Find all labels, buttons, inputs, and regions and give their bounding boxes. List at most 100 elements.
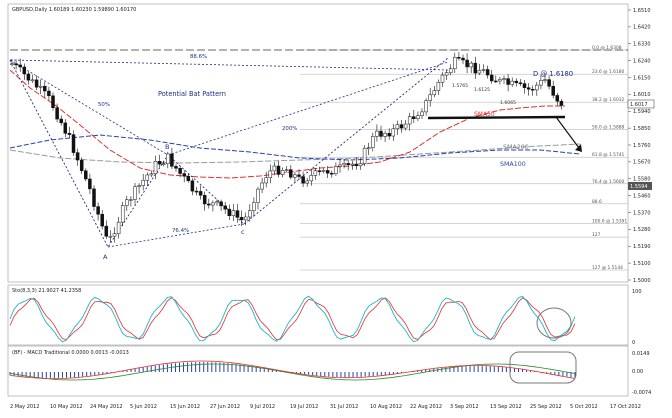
candle-body <box>243 216 248 221</box>
candle-body <box>432 90 437 96</box>
price-axis-label: 1.6150 <box>633 75 651 81</box>
date-axis-label: 5 Jun 2012 <box>130 404 157 410</box>
macd-main-line <box>9 360 576 380</box>
stochastic-signal-line <box>9 297 576 341</box>
candle-body <box>133 186 137 200</box>
sma200-label: SMA200 <box>503 144 529 151</box>
point-b-label: B <box>165 143 169 151</box>
candle-body <box>428 94 432 101</box>
candle-body <box>174 166 178 169</box>
point-d-label: D @ 1.6180 <box>533 70 573 78</box>
candle-body <box>137 185 141 187</box>
candle-body <box>47 90 51 97</box>
candle-body <box>231 210 236 216</box>
candle-body <box>494 80 498 83</box>
candle-body <box>387 133 391 137</box>
candle-body <box>526 87 531 90</box>
date-axis-label: 10 Aug 2012 <box>370 404 402 410</box>
candle-body <box>395 124 400 130</box>
candle-body <box>96 206 100 215</box>
candle-body <box>88 178 92 190</box>
date-axis-label: 13 Sep 2012 <box>490 404 522 410</box>
candle-body <box>235 210 240 218</box>
price-axis-label: 1.5000 <box>633 278 651 284</box>
candle-body <box>473 62 478 74</box>
date-axis: 2 May 2012 10 May 2012 24 May 2012 5 Jun 20… <box>10 404 641 410</box>
stochastic-frame <box>7 284 629 346</box>
fib-label: 127 <box>592 232 601 238</box>
fib-label: 50.0 @ 1.5888 <box>592 124 625 130</box>
candle-body <box>514 80 519 84</box>
candle-body <box>104 225 109 237</box>
candle-body <box>477 70 482 74</box>
candle-body <box>268 170 273 178</box>
macd-signal-line <box>9 363 576 381</box>
candle-body <box>207 203 211 206</box>
price-axis-label: 1.5280 <box>633 227 651 233</box>
candle-body <box>522 83 527 88</box>
candle-body <box>125 199 129 206</box>
candle-body <box>71 134 76 153</box>
candle-body <box>412 116 416 119</box>
candle-body <box>448 68 453 74</box>
date-axis-label: 15 Jun 2012 <box>170 404 200 410</box>
pct-200-label: 200% <box>282 126 297 132</box>
candle-body <box>559 100 564 106</box>
candle-body <box>51 95 55 108</box>
price-label-1: 1.5765 <box>452 83 468 89</box>
stochastic-scale-bottom: 0 <box>632 340 635 346</box>
candle-body <box>354 163 359 167</box>
candle-body <box>498 79 502 82</box>
date-axis-label: 31 Jul 2012 <box>330 404 358 410</box>
fib-label: 100.0 @ 1.5391 <box>592 218 627 224</box>
pattern-title: Potential Bat Pattern <box>158 90 226 98</box>
candle-body <box>510 80 514 85</box>
candle-body <box>391 128 396 137</box>
candle-body <box>403 123 408 129</box>
price-axis-label: 1.6330 <box>633 42 651 48</box>
candle-body <box>202 195 207 205</box>
candle-body <box>502 78 506 80</box>
candle-body <box>338 164 342 167</box>
candle-body <box>59 118 63 124</box>
candle-body <box>481 69 486 71</box>
candle-body <box>453 56 457 70</box>
candle-body <box>10 63 14 65</box>
date-axis-label: 5 Oct 2012 <box>570 404 598 410</box>
price-label-3: 1.6065 <box>500 100 516 106</box>
candle-body <box>26 73 31 81</box>
candle-body <box>141 180 145 186</box>
point-c-label: c <box>241 228 245 236</box>
candle-body <box>75 152 80 161</box>
candle-body <box>145 174 150 181</box>
fibonacci-levels: 0.0 @ 1.6308 23.6 @ 1.6180 38.2 @ 1.6032 50… <box>300 45 628 271</box>
candle-body <box>30 79 35 82</box>
price-axis-label: 1.5850 <box>633 126 651 132</box>
candle-body <box>22 66 27 75</box>
date-axis-label: 9 Jul 2012 <box>250 404 275 410</box>
candle-body <box>321 170 326 172</box>
fib-label: 88.6 <box>592 199 602 205</box>
candle-body <box>256 188 260 203</box>
candle-body <box>297 174 301 177</box>
candle-body <box>34 79 39 88</box>
macd-frame <box>7 345 629 397</box>
date-axis-label: 3 Sep 2012 <box>450 404 479 410</box>
candle-body <box>190 180 195 192</box>
sma100-line <box>9 134 581 161</box>
candle-body <box>178 168 182 174</box>
candle-body <box>366 147 371 149</box>
candle-body <box>92 188 96 207</box>
date-axis-label: 10 May 2012 <box>50 404 83 410</box>
candle-body <box>116 221 121 235</box>
stochastic-header: Sto(8,3,3) 21.9027 41.2358 <box>12 288 81 294</box>
current-price-value: 1.6017 <box>630 102 648 108</box>
candle-body <box>79 159 84 172</box>
price-axis-label: 1.5100 <box>633 261 651 267</box>
candlesticks <box>10 52 564 243</box>
level-tag <box>628 182 652 190</box>
candle-body <box>161 163 166 165</box>
candle-body <box>317 170 322 172</box>
candle-body <box>555 95 560 102</box>
